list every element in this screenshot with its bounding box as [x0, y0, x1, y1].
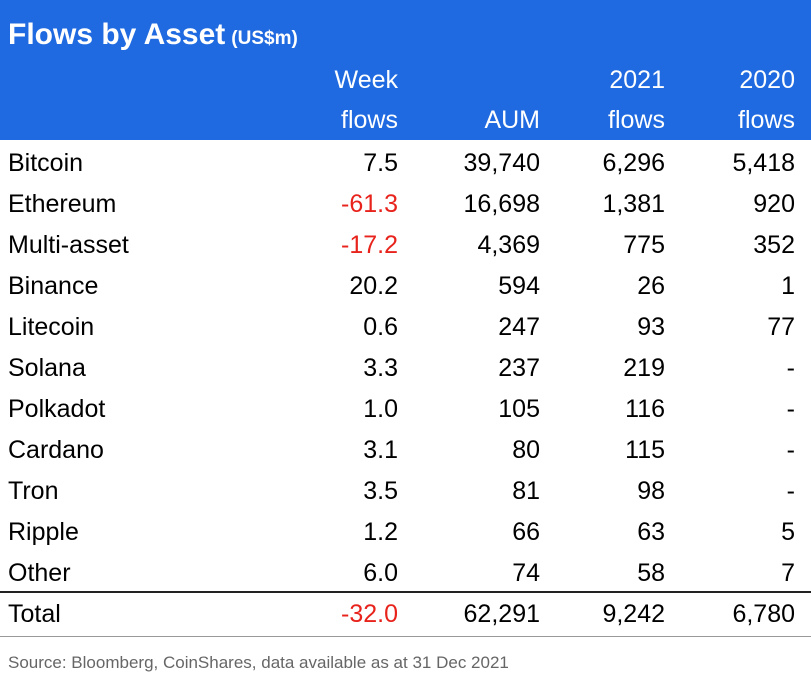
row-label: Bitcoin: [8, 149, 84, 177]
cell: 0.6: [363, 313, 398, 341]
cell: 6.0: [363, 559, 398, 587]
cell: 6,780: [732, 600, 795, 628]
cell: 237: [498, 354, 540, 382]
cell: 7.5: [363, 149, 398, 177]
cell: -17.2: [341, 231, 398, 259]
cell: 4,369: [477, 231, 540, 259]
row-label: Other: [8, 559, 71, 587]
cell: 115: [625, 436, 665, 464]
column-header: flows: [738, 106, 795, 134]
cell: 66: [512, 518, 540, 546]
cell: -: [786, 354, 795, 382]
title: Flows by Asset (US$m): [8, 20, 298, 54]
row-label: Cardano: [8, 436, 104, 464]
cell: 352: [753, 231, 795, 259]
cell: -: [786, 436, 795, 464]
cell: 1,381: [602, 190, 665, 218]
cell: 98: [637, 477, 665, 505]
cell: -: [786, 477, 795, 505]
column-header: AUM: [484, 106, 540, 134]
cell: 63: [637, 518, 665, 546]
cell: 116: [625, 395, 665, 423]
row-label: Tron: [8, 477, 59, 505]
column-header: flows: [608, 106, 665, 134]
total-rule: [0, 591, 811, 593]
cell: 58: [637, 559, 665, 587]
cell: 5,418: [732, 149, 795, 177]
cell: 16,698: [463, 190, 540, 218]
unit: (US$m): [231, 28, 298, 49]
cell: 3.3: [363, 354, 398, 382]
cell: 39,740: [463, 149, 540, 177]
row-label: Solana: [8, 354, 86, 382]
cell: -61.3: [341, 190, 398, 218]
cell: 1.2: [363, 518, 398, 546]
row-label: Ripple: [8, 518, 79, 546]
column-header: 2020: [739, 66, 795, 94]
cell: 105: [498, 395, 540, 423]
row-label: Polkadot: [8, 395, 106, 423]
cell: 9,242: [602, 600, 665, 628]
cell: 77: [767, 313, 795, 341]
cell: 1: [781, 272, 795, 300]
cell: 3.1: [363, 436, 398, 464]
cell: 81: [512, 477, 540, 505]
cell: 3.5: [363, 477, 398, 505]
column-header: Week: [334, 66, 398, 94]
cell: 62,291: [463, 600, 540, 628]
row-label: Binance: [8, 272, 99, 300]
cell: 7: [781, 559, 795, 587]
cell: 5: [781, 518, 795, 546]
source: Source: Bloomberg, CoinShares, data avai…: [8, 653, 509, 672]
column-header: flows: [341, 106, 398, 134]
column-header: 2021: [609, 66, 665, 94]
cell: 74: [512, 559, 540, 587]
row-label: Total: [8, 600, 61, 628]
cell: 20.2: [349, 272, 398, 300]
cell: 6,296: [602, 149, 665, 177]
header-band: [0, 0, 811, 140]
bottom-rule: [0, 636, 811, 637]
cell: 247: [498, 313, 540, 341]
cell: 775: [623, 231, 665, 259]
cell: 219: [623, 354, 665, 382]
title-text: Flows by Asset: [8, 18, 226, 51]
row-label: Multi-asset: [8, 231, 129, 259]
cell: 920: [753, 190, 795, 218]
row-label: Ethereum: [8, 190, 117, 218]
cell: 93: [637, 313, 665, 341]
cell: -32.0: [341, 600, 398, 628]
cell: 26: [637, 272, 665, 300]
row-label: Litecoin: [8, 313, 95, 341]
cell: -: [786, 395, 795, 423]
cell: 80: [512, 436, 540, 464]
cell: 594: [498, 272, 540, 300]
cell: 1.0: [363, 395, 398, 423]
